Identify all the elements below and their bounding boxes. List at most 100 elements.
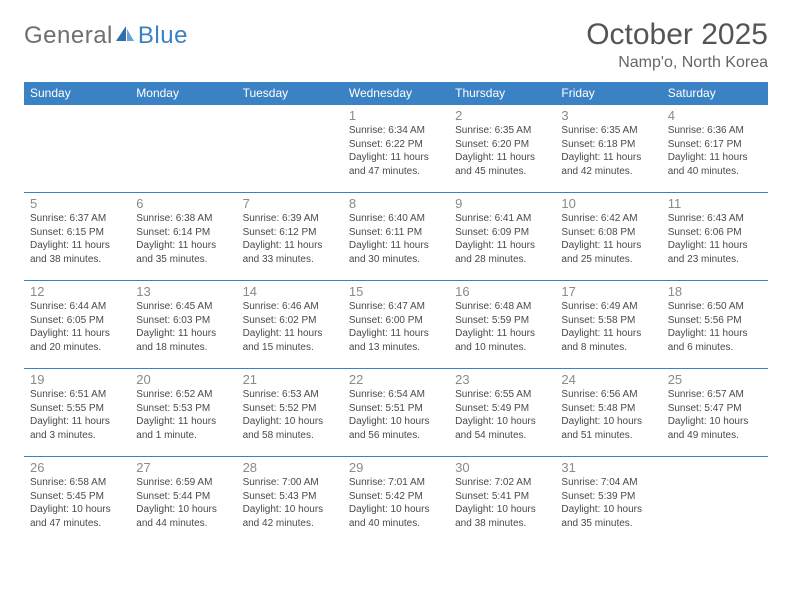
sunrise-text: Sunrise: 6:54 AM <box>349 388 443 402</box>
calendar-day: 17Sunrise: 6:49 AMSunset: 5:58 PMDayligh… <box>555 281 661 369</box>
calendar-day: 19Sunrise: 6:51 AMSunset: 5:55 PMDayligh… <box>24 369 130 457</box>
sunset-text: Sunset: 6:00 PM <box>349 314 443 328</box>
calendar-week: 19Sunrise: 6:51 AMSunset: 5:55 PMDayligh… <box>24 369 768 457</box>
calendar-day: 15Sunrise: 6:47 AMSunset: 6:00 PMDayligh… <box>343 281 449 369</box>
daylight-text: Daylight: 11 hours <box>668 239 762 253</box>
calendar-day: 14Sunrise: 6:46 AMSunset: 6:02 PMDayligh… <box>237 281 343 369</box>
day-number: 30 <box>455 460 549 475</box>
daylight-text: and 35 minutes. <box>561 517 655 531</box>
daylight-text: Daylight: 11 hours <box>349 151 443 165</box>
daylight-text: and 10 minutes. <box>455 341 549 355</box>
daylight-text: Daylight: 11 hours <box>455 151 549 165</box>
sunset-text: Sunset: 5:48 PM <box>561 402 655 416</box>
calendar-day: 5Sunrise: 6:37 AMSunset: 6:15 PMDaylight… <box>24 193 130 281</box>
daylight-text: and 47 minutes. <box>349 165 443 179</box>
calendar-day: 28Sunrise: 7:00 AMSunset: 5:43 PMDayligh… <box>237 457 343 545</box>
brand-general: General <box>24 22 113 50</box>
sunrise-text: Sunrise: 6:52 AM <box>136 388 230 402</box>
calendar-day: 13Sunrise: 6:45 AMSunset: 6:03 PMDayligh… <box>130 281 236 369</box>
month-title: October 2025 <box>586 18 768 52</box>
calendar-week: 1Sunrise: 6:34 AMSunset: 6:22 PMDaylight… <box>24 105 768 193</box>
daylight-text: Daylight: 10 hours <box>243 503 337 517</box>
sunset-text: Sunset: 6:08 PM <box>561 226 655 240</box>
calendar-day: 3Sunrise: 6:35 AMSunset: 6:18 PMDaylight… <box>555 105 661 193</box>
daylight-text: and 42 minutes. <box>243 517 337 531</box>
calendar-day: 23Sunrise: 6:55 AMSunset: 5:49 PMDayligh… <box>449 369 555 457</box>
weekday-header-row: SundayMondayTuesdayWednesdayThursdayFrid… <box>24 82 768 105</box>
day-number: 19 <box>30 372 124 387</box>
daylight-text: and 47 minutes. <box>30 517 124 531</box>
daylight-text: Daylight: 11 hours <box>349 327 443 341</box>
daylight-text: Daylight: 10 hours <box>243 415 337 429</box>
sunset-text: Sunset: 6:06 PM <box>668 226 762 240</box>
sunrise-text: Sunrise: 6:40 AM <box>349 212 443 226</box>
daylight-text: Daylight: 11 hours <box>561 239 655 253</box>
sunset-text: Sunset: 5:49 PM <box>455 402 549 416</box>
calendar-day: 11Sunrise: 6:43 AMSunset: 6:06 PMDayligh… <box>662 193 768 281</box>
daylight-text: and 25 minutes. <box>561 253 655 267</box>
sunrise-text: Sunrise: 7:01 AM <box>349 476 443 490</box>
daylight-text: and 28 minutes. <box>455 253 549 267</box>
weekday-header: Monday <box>130 82 236 105</box>
sunset-text: Sunset: 5:39 PM <box>561 490 655 504</box>
sunset-text: Sunset: 5:44 PM <box>136 490 230 504</box>
calendar-day: 25Sunrise: 6:57 AMSunset: 5:47 PMDayligh… <box>662 369 768 457</box>
calendar-day: 18Sunrise: 6:50 AMSunset: 5:56 PMDayligh… <box>662 281 768 369</box>
daylight-text: and 13 minutes. <box>349 341 443 355</box>
day-number: 6 <box>136 196 230 211</box>
calendar-day: 2Sunrise: 6:35 AMSunset: 6:20 PMDaylight… <box>449 105 555 193</box>
sunrise-text: Sunrise: 6:56 AM <box>561 388 655 402</box>
daylight-text: Daylight: 11 hours <box>561 151 655 165</box>
sunrise-text: Sunrise: 6:59 AM <box>136 476 230 490</box>
daylight-text: Daylight: 10 hours <box>30 503 124 517</box>
sunrise-text: Sunrise: 7:00 AM <box>243 476 337 490</box>
sunset-text: Sunset: 6:09 PM <box>455 226 549 240</box>
day-number: 18 <box>668 284 762 299</box>
day-number: 5 <box>30 196 124 211</box>
sunset-text: Sunset: 5:47 PM <box>668 402 762 416</box>
daylight-text: and 38 minutes. <box>455 517 549 531</box>
calendar-day: 27Sunrise: 6:59 AMSunset: 5:44 PMDayligh… <box>130 457 236 545</box>
sunset-text: Sunset: 6:03 PM <box>136 314 230 328</box>
calendar-week: 26Sunrise: 6:58 AMSunset: 5:45 PMDayligh… <box>24 457 768 545</box>
daylight-text: Daylight: 11 hours <box>30 327 124 341</box>
page-header: General Blue October 2025 Namp'o, North … <box>24 18 768 72</box>
sunrise-text: Sunrise: 6:43 AM <box>668 212 762 226</box>
calendar-day: 9Sunrise: 6:41 AMSunset: 6:09 PMDaylight… <box>449 193 555 281</box>
sunrise-text: Sunrise: 6:45 AM <box>136 300 230 314</box>
sunset-text: Sunset: 5:51 PM <box>349 402 443 416</box>
sunset-text: Sunset: 6:18 PM <box>561 138 655 152</box>
daylight-text: and 15 minutes. <box>243 341 337 355</box>
calendar-table: SundayMondayTuesdayWednesdayThursdayFrid… <box>24 82 768 544</box>
day-number: 8 <box>349 196 443 211</box>
daylight-text: and 58 minutes. <box>243 429 337 443</box>
day-number: 23 <box>455 372 549 387</box>
daylight-text: and 44 minutes. <box>136 517 230 531</box>
calendar-day-empty <box>130 105 236 193</box>
daylight-text: and 51 minutes. <box>561 429 655 443</box>
calendar-day: 8Sunrise: 6:40 AMSunset: 6:11 PMDaylight… <box>343 193 449 281</box>
sunrise-text: Sunrise: 6:58 AM <box>30 476 124 490</box>
daylight-text: and 8 minutes. <box>561 341 655 355</box>
daylight-text: Daylight: 10 hours <box>349 415 443 429</box>
location-label: Namp'o, North Korea <box>586 54 768 72</box>
daylight-text: Daylight: 10 hours <box>136 503 230 517</box>
sunrise-text: Sunrise: 6:34 AM <box>349 124 443 138</box>
sunset-text: Sunset: 6:17 PM <box>668 138 762 152</box>
daylight-text: and 40 minutes. <box>668 165 762 179</box>
day-number: 17 <box>561 284 655 299</box>
daylight-text: Daylight: 11 hours <box>561 327 655 341</box>
daylight-text: and 3 minutes. <box>30 429 124 443</box>
calendar-day: 1Sunrise: 6:34 AMSunset: 6:22 PMDaylight… <box>343 105 449 193</box>
daylight-text: Daylight: 11 hours <box>668 327 762 341</box>
sunset-text: Sunset: 5:42 PM <box>349 490 443 504</box>
day-number: 13 <box>136 284 230 299</box>
day-number: 20 <box>136 372 230 387</box>
day-number: 16 <box>455 284 549 299</box>
sunrise-text: Sunrise: 6:50 AM <box>668 300 762 314</box>
day-number: 29 <box>349 460 443 475</box>
sunset-text: Sunset: 5:41 PM <box>455 490 549 504</box>
sunset-text: Sunset: 5:52 PM <box>243 402 337 416</box>
daylight-text: and 33 minutes. <box>243 253 337 267</box>
sail-icon <box>114 24 136 49</box>
